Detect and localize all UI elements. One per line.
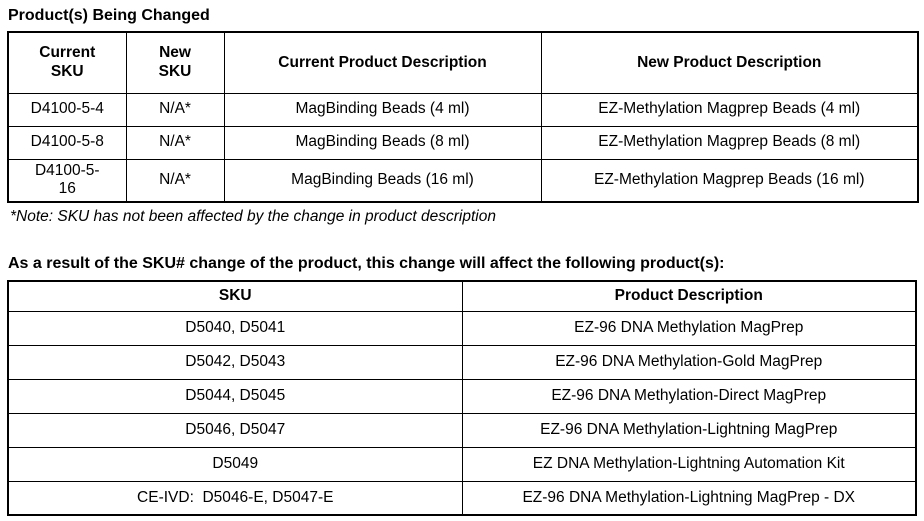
cell-new-description: EZ-Methylation Magprep Beads (8 ml) bbox=[540, 125, 919, 160]
cell-current-description: MagBinding Beads (4 ml) bbox=[223, 92, 542, 127]
cell-sku: D5040, D5041 bbox=[7, 310, 463, 346]
table-row: D4100-5-16 N/A* MagBinding Beads (16 ml)… bbox=[7, 158, 919, 203]
cell-product-description: EZ-96 DNA Methylation-Lightning MagPrep bbox=[461, 412, 917, 448]
cell-new-sku: N/A* bbox=[125, 125, 225, 160]
cell-new-description: EZ-Methylation Magprep Beads (16 ml) bbox=[540, 158, 919, 203]
cell-current-description: MagBinding Beads (16 ml) bbox=[223, 158, 542, 203]
table-row: D4100-5-4 N/A* MagBinding Beads (4 ml) E… bbox=[7, 92, 919, 127]
section-title-products-changed: Product(s) Being Changed bbox=[8, 7, 210, 24]
cell-product-description: EZ-96 DNA Methylation-Lightning MagPrep … bbox=[461, 480, 917, 516]
header-cell-current-product-description: Current Product Description bbox=[223, 31, 542, 94]
cell-current-sku: D4100-5-16 bbox=[7, 158, 127, 203]
header-cell-new-sku: New SKU bbox=[125, 31, 225, 94]
cell-product-description: EZ DNA Methylation-Lightning Automation … bbox=[461, 446, 917, 482]
cell-current-sku: D4100-5-4 bbox=[7, 92, 127, 127]
table-row: D5046, D5047 EZ-96 DNA Methylation-Light… bbox=[7, 412, 917, 448]
cell-sku: D5044, D5045 bbox=[7, 378, 463, 414]
products-changed-table: Current SKU New SKU Current Product Desc… bbox=[7, 31, 919, 203]
header-cell-product-description: Product Description bbox=[461, 280, 917, 312]
sku-footnote: *Note: SKU has not been affected by the … bbox=[10, 208, 496, 225]
cell-new-sku: N/A* bbox=[125, 92, 225, 127]
header-cell-sku: SKU bbox=[7, 280, 463, 312]
table-row: D5040, D5041 EZ-96 DNA Methylation MagPr… bbox=[7, 310, 917, 346]
cell-product-description: EZ-96 DNA Methylation-Gold MagPrep bbox=[461, 344, 917, 380]
header-cell-current-sku: Current SKU bbox=[7, 31, 127, 94]
cell-product-description: EZ-96 DNA Methylation MagPrep bbox=[461, 310, 917, 346]
cell-new-sku: N/A* bbox=[125, 158, 225, 203]
table-row: D5042, D5043 EZ-96 DNA Methylation-Gold … bbox=[7, 344, 917, 380]
section-title-affected-products: As a result of the SKU# change of the pr… bbox=[8, 255, 725, 272]
cell-sku: CE-IVD: D5046-E, D5047-E bbox=[7, 480, 463, 516]
cell-product-description: EZ-96 DNA Methylation-Direct MagPrep bbox=[461, 378, 917, 414]
cell-sku: D5046, D5047 bbox=[7, 412, 463, 448]
table-row: D5044, D5045 EZ-96 DNA Methylation-Direc… bbox=[7, 378, 917, 414]
table-header-row: Current SKU New SKU Current Product Desc… bbox=[7, 31, 919, 94]
cell-current-sku: D4100-5-8 bbox=[7, 125, 127, 160]
cell-new-description: EZ-Methylation Magprep Beads (4 ml) bbox=[540, 92, 919, 127]
affected-products-table: SKU Product Description D5040, D5041 EZ-… bbox=[7, 280, 917, 516]
cell-current-description: MagBinding Beads (8 ml) bbox=[223, 125, 542, 160]
table-row: D5049 EZ DNA Methylation-Lightning Autom… bbox=[7, 446, 917, 482]
table-row: D4100-5-8 N/A* MagBinding Beads (8 ml) E… bbox=[7, 125, 919, 160]
header-cell-new-product-description: New Product Description bbox=[540, 31, 919, 94]
table-header-row: SKU Product Description bbox=[7, 280, 917, 312]
table-row: CE-IVD: D5046-E, D5047-E EZ-96 DNA Methy… bbox=[7, 480, 917, 516]
cell-sku: D5042, D5043 bbox=[7, 344, 463, 380]
cell-sku: D5049 bbox=[7, 446, 463, 482]
